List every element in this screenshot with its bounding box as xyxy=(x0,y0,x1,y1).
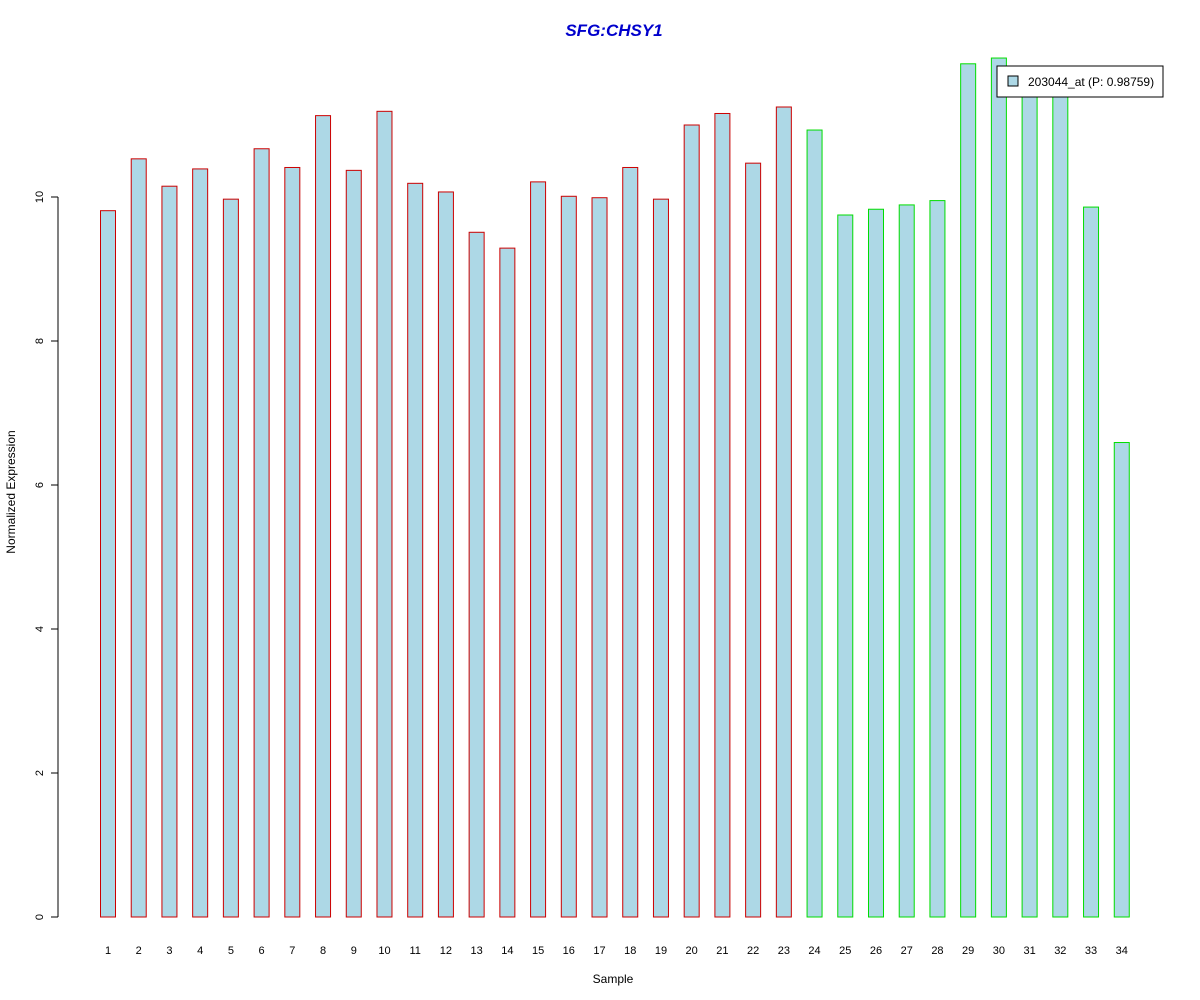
bar-sample-1 xyxy=(100,210,116,918)
y-axis-label: Normalized Expression xyxy=(4,430,18,553)
x-tick-label: 6 xyxy=(259,945,265,957)
bar-sample-20 xyxy=(683,124,700,918)
x-tick-label: 26 xyxy=(870,945,882,957)
y-tick-label: 0 xyxy=(34,914,46,920)
bar-sample-22 xyxy=(745,162,762,918)
x-tick-label: 11 xyxy=(409,945,420,957)
bar-sample-23 xyxy=(775,106,792,918)
y-tick-label: 10 xyxy=(34,191,46,203)
x-tick-label: 15 xyxy=(532,945,544,957)
x-axis: 1 2 3 4 5 6 7 8 9 10 11 12 13 14 15 16 17 18 19 20 21 22 23 24 2… xyxy=(105,945,1128,957)
x-tick-label: 13 xyxy=(471,945,483,957)
x-tick-label: 32 xyxy=(1054,945,1066,957)
bar-sample-27 xyxy=(898,204,915,918)
x-tick-label: 25 xyxy=(839,945,851,957)
bar-sample-7 xyxy=(284,166,301,918)
x-tick-label: 9 xyxy=(351,945,357,957)
x-tick-label: 17 xyxy=(593,945,605,957)
x-tick-label: 33 xyxy=(1085,945,1097,957)
bar-sample-4 xyxy=(192,168,209,918)
bar-sample-33 xyxy=(1083,206,1100,918)
bar-sample-14 xyxy=(499,247,516,918)
x-tick-label: 19 xyxy=(655,945,667,957)
x-tick-label: 16 xyxy=(563,945,575,957)
bar-sample-12 xyxy=(437,191,454,918)
x-tick-label: 20 xyxy=(686,945,698,957)
bar-sample-9 xyxy=(345,169,362,918)
x-tick-label: 21 xyxy=(716,945,728,957)
bar-sample-19 xyxy=(652,198,669,918)
bar-sample-6 xyxy=(253,148,270,918)
bar-sample-2 xyxy=(130,158,147,918)
legend-swatch xyxy=(1007,75,1019,87)
bar-sample-29 xyxy=(960,63,977,918)
x-tick-label: 10 xyxy=(378,945,390,957)
bar-sample-11 xyxy=(407,182,424,918)
x-tick-label: 18 xyxy=(624,945,636,957)
bar-sample-26 xyxy=(868,208,884,918)
x-tick-label: 27 xyxy=(901,945,913,957)
x-tick-label: 2 xyxy=(136,945,142,957)
chart-title: SFG:CHSY1 xyxy=(565,21,662,40)
bar-sample-18 xyxy=(622,166,639,918)
legend-label: 203044_at (P: 0.98759) xyxy=(1028,75,1154,89)
x-tick-label: 12 xyxy=(440,945,452,957)
x-tick-label: 1 xyxy=(105,945,111,957)
y-axis: 0 2 4 6 8 10 xyxy=(34,191,59,920)
y-tick-label: 2 xyxy=(34,770,46,776)
bar-sample-28 xyxy=(929,200,946,918)
bar-sample-10 xyxy=(376,110,393,918)
x-axis-label: Sample xyxy=(593,972,634,986)
x-tick-label: 29 xyxy=(962,945,974,957)
x-tick-label: 30 xyxy=(993,945,1005,957)
y-tick-label: 4 xyxy=(34,626,46,632)
bar-sample-5 xyxy=(222,198,239,918)
bar-sample-21 xyxy=(714,112,731,918)
bar-sample-8 xyxy=(315,115,332,918)
x-tick-label: 7 xyxy=(289,945,295,957)
bars-group xyxy=(100,57,1130,918)
x-tick-label: 23 xyxy=(778,945,790,957)
legend-box xyxy=(996,65,1164,98)
bar-sample-31 xyxy=(1021,92,1038,918)
x-tick-label: 24 xyxy=(808,945,820,957)
x-tick-label: 22 xyxy=(747,945,759,957)
bar-sample-32 xyxy=(1052,90,1069,918)
bar-sample-16 xyxy=(560,195,577,918)
y-tick-label: 8 xyxy=(34,338,46,344)
x-tick-label: 34 xyxy=(1116,945,1128,957)
x-tick-label: 3 xyxy=(166,945,172,957)
bar-sample-25 xyxy=(837,214,854,918)
bar-sample-34 xyxy=(1113,442,1130,918)
x-tick-label: 4 xyxy=(197,945,203,957)
x-tick-label: 31 xyxy=(1023,945,1035,957)
x-tick-label: 28 xyxy=(931,945,943,957)
y-tick-label: 6 xyxy=(34,482,46,488)
bar-sample-17 xyxy=(591,197,608,918)
x-tick-label: 5 xyxy=(228,945,234,957)
bar-sample-24 xyxy=(806,129,823,918)
x-tick-label: 8 xyxy=(320,945,326,957)
bar-sample-15 xyxy=(530,181,547,918)
bar-sample-30 xyxy=(990,57,1007,918)
x-tick-label: 14 xyxy=(501,945,513,957)
legend: 203044_at (P: 0.98759) xyxy=(996,65,1164,98)
bar-sample-13 xyxy=(468,231,485,918)
bar-sample-3 xyxy=(161,185,178,918)
